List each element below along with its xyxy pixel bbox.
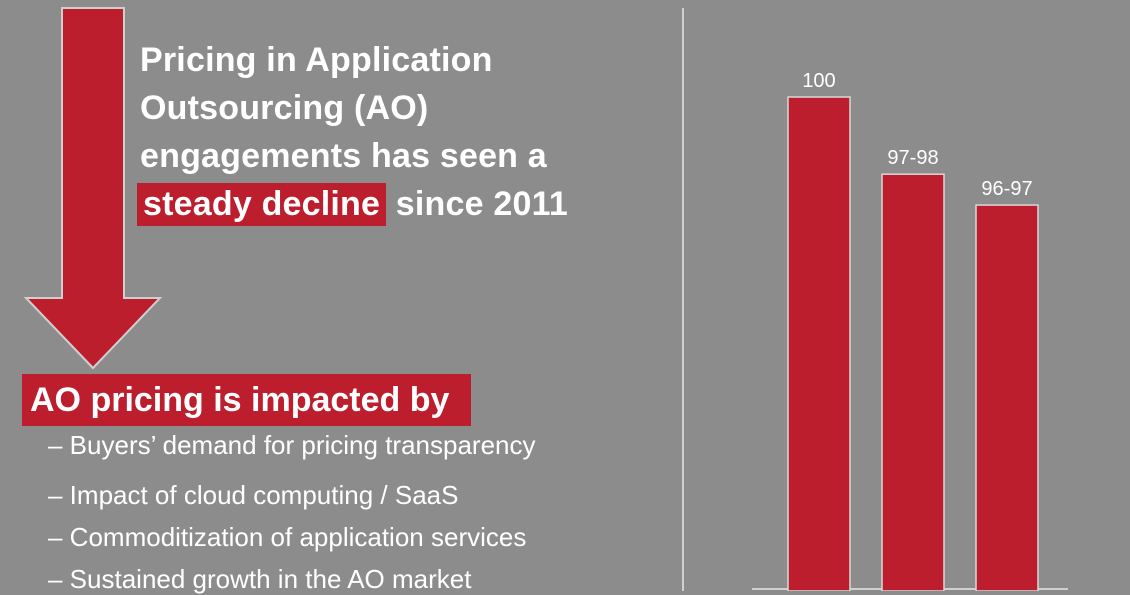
headline-tail: since 2011 <box>386 185 568 223</box>
headline-highlight: steady decline <box>137 183 387 226</box>
headline-line-4: steady decline since 2011 <box>137 180 660 228</box>
bar-data-label: 100 <box>802 70 835 92</box>
headline-line-3: engagements has seen a <box>140 137 547 175</box>
bar-data-label: 96-97 <box>981 178 1032 200</box>
list-item: – Sustained growth in the AO market <box>48 564 472 594</box>
headline-line-1: Pricing in Application <box>140 41 493 79</box>
list-item: – Impact of cloud computing / SaaS <box>48 480 459 510</box>
vertical-divider <box>682 8 684 591</box>
headline: Pricing in Application Outsourcing (AO) … <box>137 36 660 228</box>
bar-data-label: 97-98 <box>887 147 938 169</box>
chart-bar <box>975 204 1039 591</box>
chart-bar <box>881 173 945 591</box>
list-item: – Commoditization of application service… <box>48 522 527 552</box>
list-item: – Buyers’ demand for pricing transparenc… <box>48 430 536 460</box>
headline-line-2: Outsourcing (AO) <box>140 89 429 127</box>
subheading: AO pricing is impacted by <box>22 374 472 426</box>
chart-bar <box>787 96 851 591</box>
